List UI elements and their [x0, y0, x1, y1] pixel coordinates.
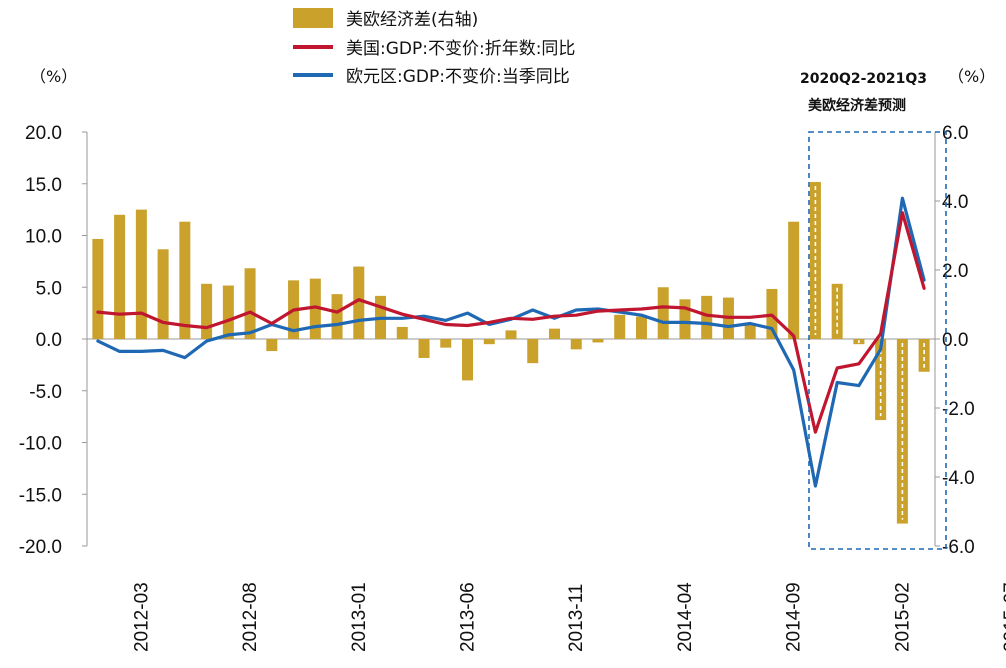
forecast-bar: [809, 182, 821, 339]
bar: [505, 330, 517, 339]
right-tick-label: 2.0: [942, 261, 968, 282]
left-tick-label: -20.0: [19, 537, 62, 558]
left-axis-unit: （%）: [30, 67, 77, 86]
bar: [396, 326, 408, 339]
bar: [244, 268, 256, 339]
left-tick-label: 15.0: [25, 175, 62, 196]
legend-label-bar: 美欧经济差(右轴): [346, 10, 478, 30]
line-us-gdp: [96, 211, 926, 434]
x-tick-label: 2013-01: [349, 582, 370, 652]
right-tick-label: 4.0: [942, 192, 968, 213]
bar: [570, 339, 582, 350]
left-tick-label: -10.0: [19, 434, 62, 455]
legend-swatch-bar: [293, 8, 333, 28]
bar: [331, 294, 343, 339]
x-tick-label: 2012-03: [131, 582, 152, 652]
bar: [114, 214, 126, 339]
forecast-bar: [918, 339, 930, 372]
bar: [548, 328, 560, 339]
bar: [527, 339, 539, 364]
line-eurozone-gdp: [96, 196, 926, 488]
forecast-label-title: 美欧经济差预测: [808, 97, 906, 114]
bar: [266, 339, 278, 352]
right-tick-label: 6.0: [942, 123, 968, 144]
bar: [92, 238, 104, 339]
bar: [440, 339, 452, 348]
x-tick-label: 2014-09: [784, 582, 805, 652]
line-series-layer: [96, 196, 926, 488]
left-tick-label: 20.0: [25, 123, 62, 144]
bar: [592, 339, 604, 343]
right-tick-label: -2.0: [942, 399, 975, 420]
left-tick-label: 0.0: [36, 330, 62, 351]
legend-label-us: 美国:GDP:不变价:折年数:同比: [346, 39, 575, 59]
bar: [179, 221, 191, 339]
right-tick-label: -4.0: [942, 468, 975, 489]
bar: [701, 295, 713, 339]
bar: [135, 209, 147, 339]
x-tick-label: 2013-06: [458, 582, 479, 652]
x-tick-label: 2015-02: [892, 582, 913, 652]
bar: [657, 287, 669, 339]
right-tick-label: 0.0: [942, 330, 968, 351]
right-tick-label: -6.0: [942, 537, 975, 558]
tick-labels-layer: 20.0 15.0 10.0 5.0 0.0 -5.0 -10.0 -15.0 -20.0 6.0…: [19, 123, 1006, 652]
left-tick-label: -5.0: [29, 382, 62, 403]
x-tick-label: 2013-11: [566, 584, 587, 652]
x-tick-label: 2015-07: [1001, 582, 1006, 652]
bar: [418, 339, 430, 358]
bar: [309, 278, 321, 339]
legend-label-eu: 欧元区:GDP:不变价:当季同比: [346, 67, 570, 87]
left-tick-label: -15.0: [19, 485, 62, 506]
bar: [635, 316, 647, 339]
bar: [462, 339, 474, 381]
bar: [483, 339, 495, 345]
legend: 美欧经济差(右轴) 美国:GDP:不变价:折年数:同比 欧元区:GDP:不变价:…: [293, 8, 575, 87]
bar-series-economic-gap: [92, 182, 930, 524]
bar: [353, 266, 365, 339]
forecast-label-period: 2020Q2-2021Q3: [800, 71, 927, 87]
bar: [679, 299, 691, 339]
bar: [744, 323, 756, 339]
bar: [222, 285, 234, 339]
bar: [201, 283, 213, 339]
bar: [157, 249, 169, 339]
bar: [788, 221, 800, 339]
right-axis-unit: （%）: [948, 67, 995, 86]
left-tick-label: 10.0: [25, 227, 62, 248]
x-tick-label: 2012-08: [240, 582, 261, 652]
forecast-box: [808, 131, 947, 550]
bar: [614, 314, 626, 339]
forecast-bar: [896, 339, 908, 524]
x-tick-label: 2014-04: [675, 582, 696, 652]
left-tick-label: 5.0: [36, 278, 62, 299]
